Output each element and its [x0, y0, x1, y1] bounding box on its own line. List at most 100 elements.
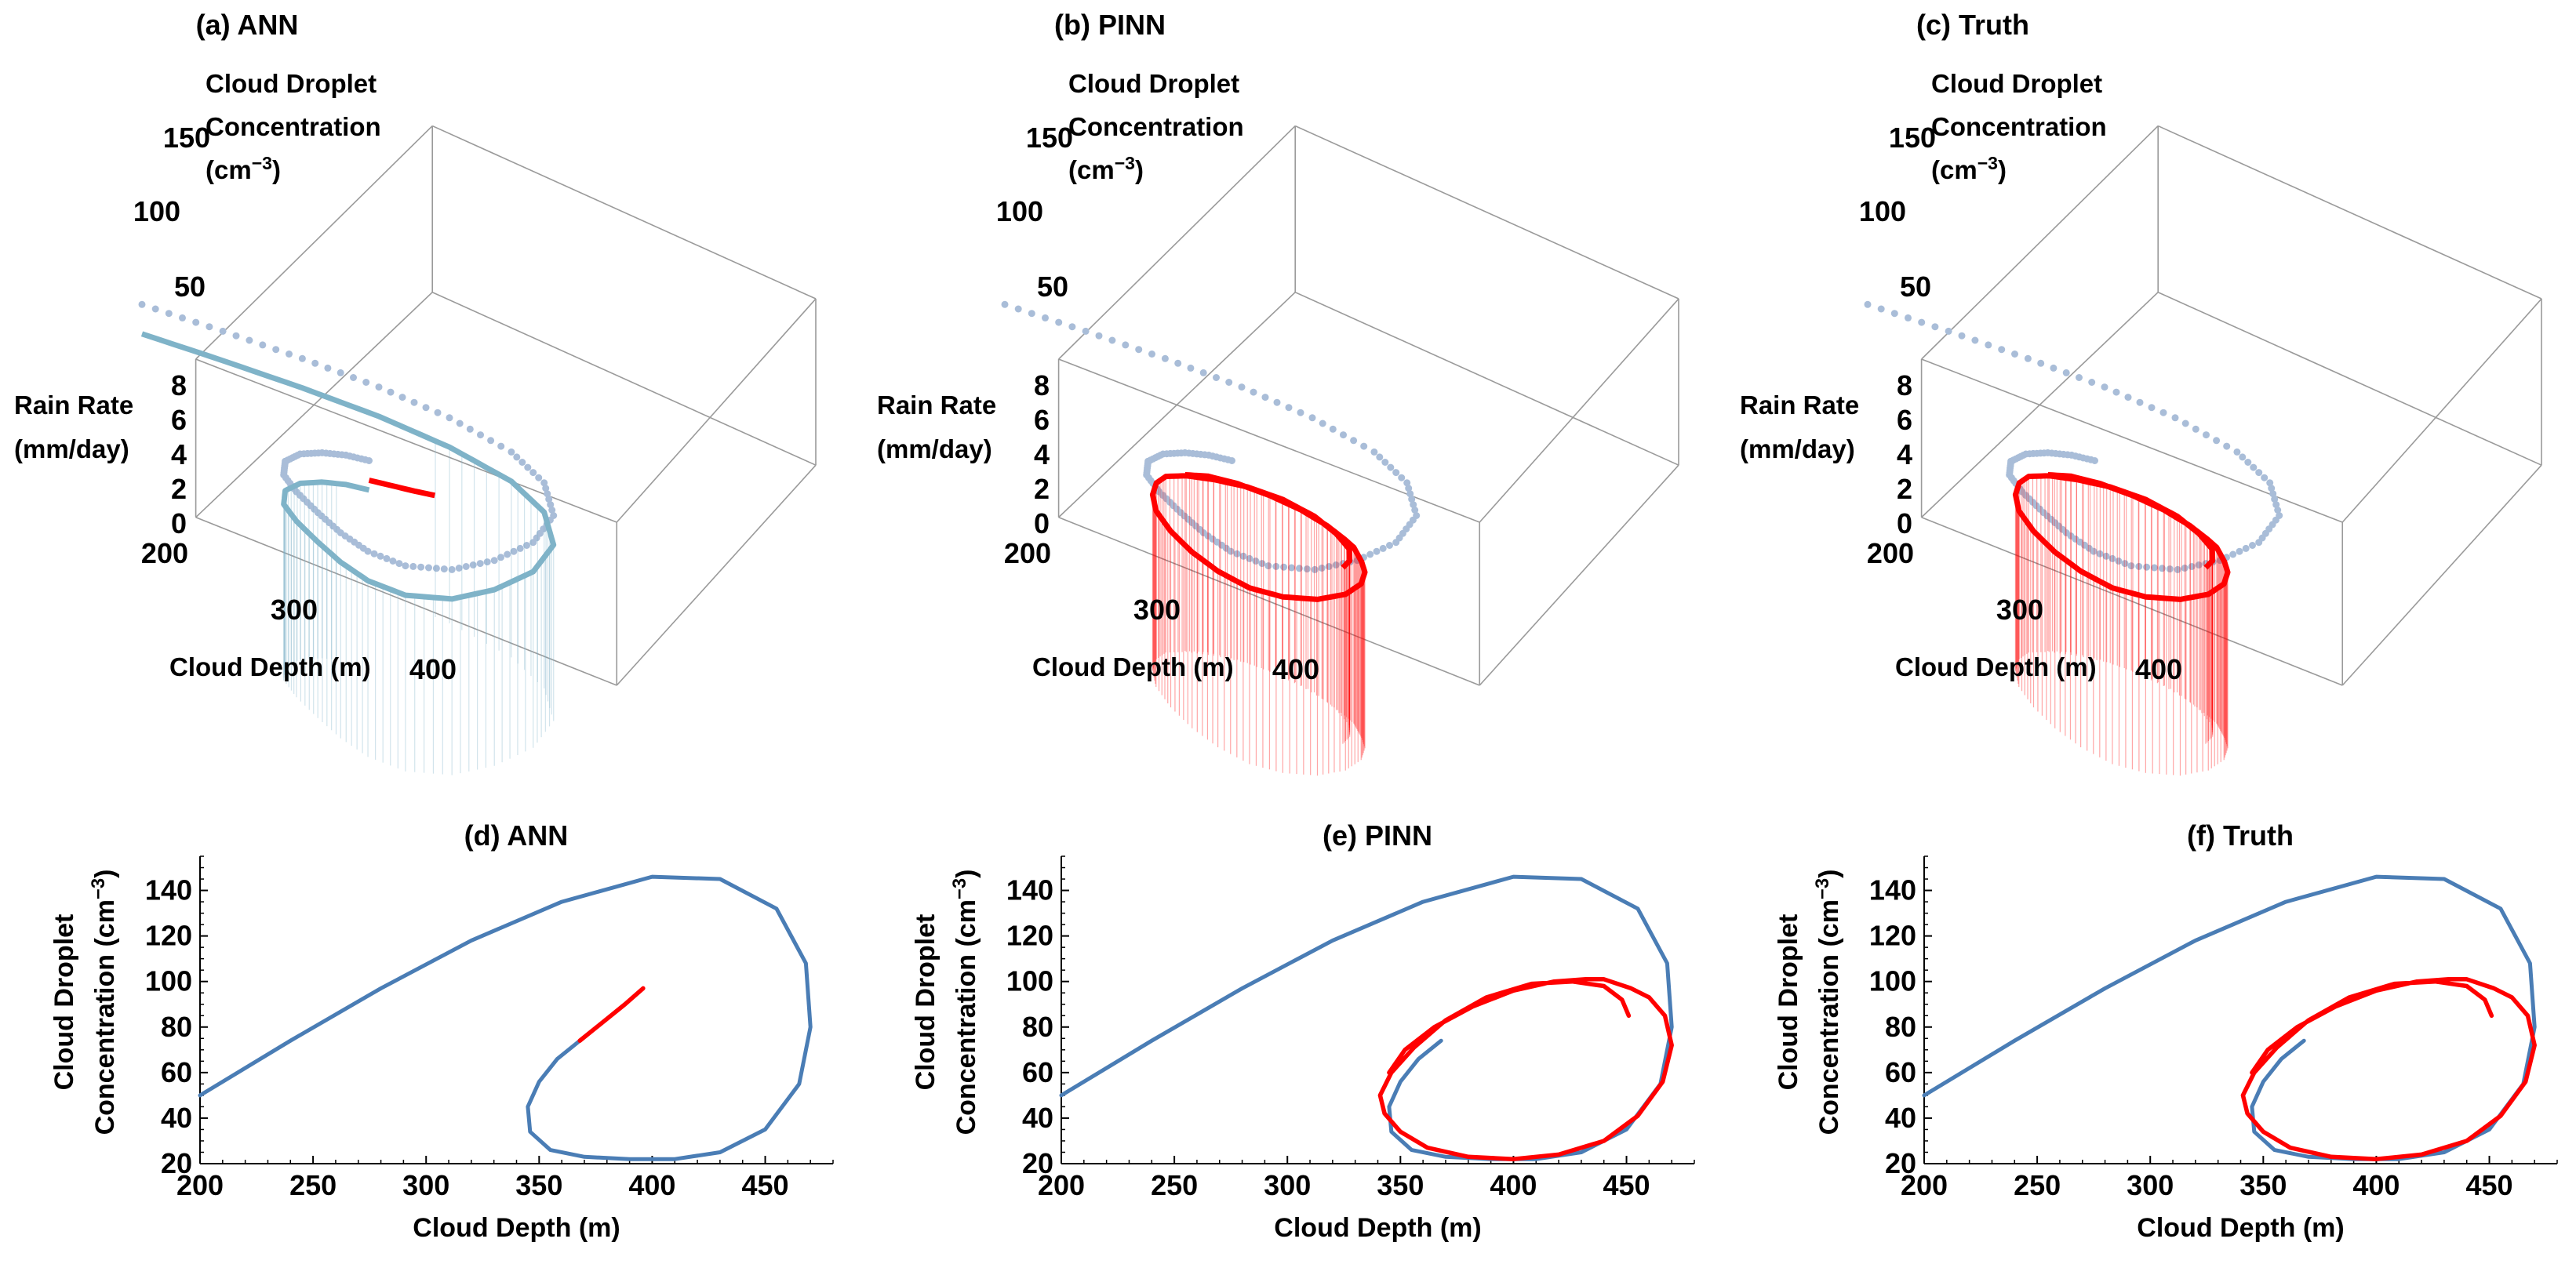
reference-trajectory-point — [1958, 332, 1966, 340]
reference-trajectory-point — [1228, 457, 1235, 464]
reference-trajectory-point — [377, 552, 384, 560]
x-tick-label: 250 — [2014, 1169, 2061, 1201]
y-tick-label: 8 — [1034, 369, 1050, 401]
reference-trajectory-point — [417, 563, 425, 571]
reference-trajectory-point — [1238, 383, 1246, 391]
reference-trajectory-point — [529, 469, 537, 477]
z-tick-label: 100 — [1859, 195, 1906, 227]
reference-trajectory-point — [2203, 431, 2210, 439]
x-tick-label: 400 — [1272, 653, 1319, 685]
reference-trajectory-point — [2135, 562, 2143, 570]
reference-trajectory-point — [2244, 459, 2252, 466]
reference-trajectory-point — [548, 507, 556, 514]
y-axis-title-line2: (mm/day) — [877, 434, 992, 463]
reference-trajectory-point — [1403, 479, 1411, 487]
y-tick-label: 2 — [1897, 473, 1912, 505]
reference-trajectory-point — [1329, 425, 1337, 433]
y-tick-label: 140 — [145, 874, 192, 906]
reference-trajectory-point — [1918, 318, 1926, 326]
reference-trajectory-point — [1014, 305, 1022, 313]
reference-trajectory-point — [2121, 560, 2129, 568]
prediction-trajectory-3d — [2012, 472, 2231, 602]
reference-trajectory-point — [510, 547, 518, 555]
reference-trajectory-point — [1998, 346, 2006, 354]
reference-trajectory-point — [432, 565, 440, 572]
reference-trajectory-point — [490, 557, 498, 565]
reference-trajectory-point — [477, 431, 484, 439]
reference-trajectory-point — [2011, 351, 2018, 358]
prediction-series-line — [577, 986, 646, 1043]
y-tick-label: 4 — [1034, 438, 1050, 470]
reference-trajectory-point — [469, 561, 477, 568]
reference-trajectory-point — [1931, 323, 1939, 331]
x-tick-label: 450 — [1603, 1169, 1650, 1201]
reference-trajectory-point — [1366, 550, 1374, 558]
reference-trajectory-point — [497, 442, 505, 450]
y-axis-label-line1: Cloud Droplet — [911, 914, 941, 1091]
y-axis-title-line2: (mm/day) — [14, 434, 129, 463]
box-edge — [1479, 298, 1679, 523]
reference-trajectory-point — [2088, 379, 2096, 386]
y-tick-label: 6 — [1897, 404, 1912, 436]
reference-trajectory-point — [2229, 550, 2237, 558]
reference-trajectory-point — [2115, 558, 2123, 565]
y-axis-title-line2: (mm/day) — [1740, 434, 1855, 463]
z-axis-title-unit: (cm−3) — [1931, 153, 2007, 184]
box-edge — [431, 125, 817, 300]
reference-trajectory-point — [165, 310, 173, 318]
reference-trajectory-point — [2024, 354, 2032, 362]
x-tick-label: 400 — [628, 1169, 675, 1201]
x-tick-label: 450 — [2465, 1169, 2512, 1201]
z-axis-title-line2: Concentration — [206, 112, 381, 141]
reference-trajectory-point — [476, 560, 484, 568]
y-axis-label-line2: Concentration (cm−3) — [1812, 870, 1844, 1135]
reference-trajectory-point — [2213, 437, 2221, 445]
reference-trajectory-point — [1408, 496, 1416, 503]
reference-trajectory-point — [1985, 341, 1992, 349]
reference-trajectory-point — [1161, 354, 1169, 362]
reference-trajectory-point — [2091, 457, 2098, 464]
reference-trajectory-point — [370, 550, 378, 558]
box-edge — [1294, 291, 1679, 466]
reference-trajectory-point — [1360, 442, 1368, 450]
reference-trajectory-point — [2159, 409, 2167, 416]
reference-trajectory-point — [409, 562, 417, 570]
reference-trajectory-point — [2274, 507, 2282, 514]
chart-title: (f) Truth — [2187, 819, 2294, 852]
reference-trajectory-point — [516, 544, 524, 552]
reference-trajectory-point — [398, 394, 406, 401]
x-axis-label: Cloud Depth (m) — [1274, 1213, 1481, 1243]
x-tick-label: 300 — [2127, 1169, 2174, 1201]
box-edge — [1921, 125, 2159, 360]
y-tick-label: 40 — [161, 1102, 192, 1134]
y-tick-label: 120 — [145, 920, 192, 952]
reference-trajectory-point — [1261, 394, 1269, 401]
reference-trajectory-point — [2124, 394, 2132, 401]
reference-trajectory-point — [1233, 550, 1241, 558]
prediction-trajectory-3d — [140, 331, 557, 602]
x-tick-label: 400 — [2135, 653, 2182, 685]
reference-trajectory-point — [1213, 374, 1220, 381]
y-tick-label: 100 — [145, 965, 192, 997]
reference-trajectory-point — [1108, 336, 1116, 344]
y-axis-label-line2: Concentration (cm−3) — [88, 870, 120, 1135]
y-tick-label: 20 — [1022, 1147, 1053, 1179]
x-tick-label: 200 — [1901, 1169, 1948, 1201]
reference-trajectory-point — [2271, 496, 2279, 503]
reference-trajectory-point — [1273, 398, 1281, 406]
reference-trajectory-point — [542, 485, 550, 492]
x-tick-label: 350 — [515, 1169, 562, 1201]
reference-trajectory-point — [2102, 552, 2110, 560]
reference-trajectory-point — [523, 542, 530, 549]
reference-trajectory-point — [2272, 501, 2280, 509]
reference-trajectory-point — [1877, 305, 1885, 313]
x-tick-label: 350 — [1377, 1169, 1424, 1201]
z-tick-label: 100 — [133, 195, 180, 227]
reference-trajectory-point — [362, 379, 370, 386]
reference-trajectory-point — [1199, 369, 1207, 376]
z-tick-label: 100 — [996, 195, 1043, 227]
z-tick-label: 150 — [163, 122, 210, 154]
